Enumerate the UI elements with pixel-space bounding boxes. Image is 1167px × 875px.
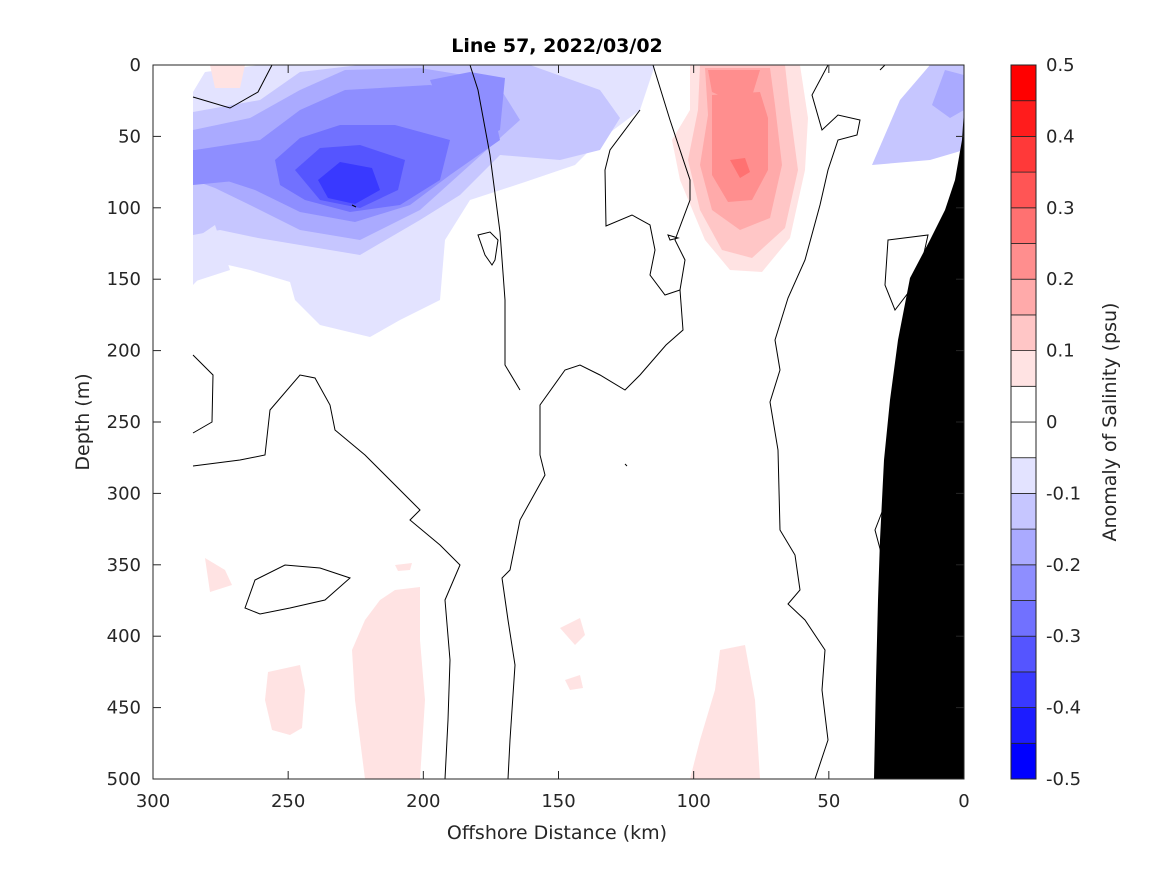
zero-contour-line	[469, 65, 521, 391]
x-tick-label: 200	[406, 791, 440, 812]
zero-contour-line	[667, 234, 680, 241]
y-tick-label: 50	[118, 126, 141, 147]
x-axis-label: Offshore Distance (km)	[447, 822, 667, 844]
colorbar-frame	[1010, 64, 1037, 780]
zero-contour-line	[192, 65, 273, 109]
contour-fill-pos-0.25	[730, 158, 750, 178]
colorbar-band	[1010, 207, 1037, 244]
y-tick-label: 200	[107, 341, 141, 362]
x-tick-label: 150	[541, 791, 575, 812]
colorbar-band	[1010, 100, 1037, 137]
colorbar-tick-label: 0.3	[1046, 198, 1075, 219]
colorbar-band	[1010, 350, 1037, 387]
zero-contour-line	[884, 234, 929, 312]
zero-contour-line	[244, 564, 351, 615]
colorbar-tick-label: 0.2	[1046, 269, 1075, 290]
negative-anomaly-field	[193, 65, 964, 337]
colorbar-band	[1010, 171, 1037, 209]
x-axis: 300 250 200 150 100 50 0	[136, 65, 970, 812]
y-tick-label: 500	[107, 769, 141, 790]
y-axis-label: Depth (m)	[72, 373, 94, 470]
colorbar-tick-label: -0.5	[1046, 769, 1081, 790]
y-axis: 0 50 100 150 200 250 300 350 400 450 500	[107, 55, 964, 790]
contour-fill-pos-patch-6	[690, 645, 760, 779]
colorbar-band	[1010, 457, 1037, 494]
x-tick-label: 0	[958, 791, 969, 812]
contour-fill-pos-patch-8	[210, 65, 245, 88]
y-tick-label: 400	[107, 626, 141, 647]
colorbar-tick-label: 0.4	[1046, 126, 1075, 147]
zero-contour-line	[501, 289, 684, 779]
contour-fill-neg-south-west	[193, 225, 230, 282]
colorbar-band	[1010, 635, 1037, 673]
colorbar-ticks: 0.5 0.4 0.3 0.2 0.1 0 -0.1 -0.2 -0.3 -0.4 -0.5	[1046, 55, 1081, 790]
contour-fill-pos-patch-3	[352, 587, 425, 779]
x-tick-label: 100	[676, 791, 710, 812]
y-tick-label: 250	[107, 412, 141, 433]
y-tick-label: 300	[107, 483, 141, 504]
colorbar-band	[1010, 742, 1037, 780]
contour-fill-pos-0.2b	[708, 70, 760, 100]
colorbar-band	[1010, 385, 1037, 423]
contour-fill-pos-0.2	[712, 92, 768, 202]
colorbar-tick-label: -0.2	[1046, 555, 1081, 576]
zero-contour-line	[604, 65, 691, 296]
x-tick-label: 250	[271, 791, 305, 812]
contour-fill-neg-0.35	[318, 162, 380, 204]
colorbar-band	[1010, 564, 1037, 601]
colorbar-band	[1010, 707, 1037, 744]
colorbar-band	[1010, 278, 1037, 316]
colorbar-band	[1010, 671, 1037, 709]
y-tick-label: 150	[107, 269, 141, 290]
colorbar-tick-label: -0.1	[1046, 483, 1081, 504]
y-tick-label: 450	[107, 698, 141, 719]
contour-fill-neg-nw-patch	[193, 150, 245, 185]
y-tick-label: 100	[107, 198, 141, 219]
colorbar-label: Anomaly of Salinity (psu)	[1099, 303, 1121, 542]
zero-contour-line	[624, 463, 628, 467]
zero-contour-line	[351, 204, 357, 208]
contour-fill-pos-patch-2	[265, 665, 305, 735]
contour-fill-pos-patch-4	[560, 618, 585, 645]
contour-fill-pos-patch-5	[565, 675, 583, 690]
bathymetry-mask	[874, 110, 964, 779]
colorbar-band	[1010, 314, 1037, 351]
colorbar-band	[1010, 243, 1037, 280]
colorbar-tick-label: -0.4	[1046, 698, 1081, 719]
contour-fill-pos-patch-1	[205, 558, 232, 592]
y-tick-label: 350	[107, 555, 141, 576]
colorbar-tick-label: 0	[1046, 412, 1057, 433]
x-tick-label: 300	[136, 791, 170, 812]
zero-contour-lines	[192, 65, 929, 779]
colorbar-band	[1010, 528, 1037, 566]
colorbar-band	[1010, 421, 1037, 459]
zero-contour-line	[769, 65, 861, 779]
zero-contour-line	[879, 65, 886, 71]
contour-fill-neg-east-core	[932, 70, 964, 118]
contour-fill-pos-patch-7	[395, 563, 412, 571]
colorbar-band	[1010, 135, 1037, 173]
colorbar-tick-label: 0.5	[1046, 55, 1075, 76]
zero-contour-line	[192, 354, 214, 434]
colorbar-tick-label: -0.3	[1046, 626, 1081, 647]
colorbar-band	[1010, 492, 1037, 530]
x-tick-label: 50	[817, 791, 840, 812]
colorbar-tick-label: 0.1	[1046, 341, 1075, 362]
zero-contour-line	[477, 231, 499, 266]
colorbar	[1010, 64, 1037, 780]
contour-fill-neg-upper-lobe	[430, 72, 505, 145]
chart-title: Line 57, 2022/03/02	[451, 35, 663, 57]
colorbar-band	[1010, 600, 1037, 637]
y-tick-label: 0	[130, 55, 141, 76]
zero-contour-line	[192, 374, 461, 779]
colorbar-band	[1010, 64, 1037, 102]
positive-anomaly-field	[205, 65, 808, 779]
